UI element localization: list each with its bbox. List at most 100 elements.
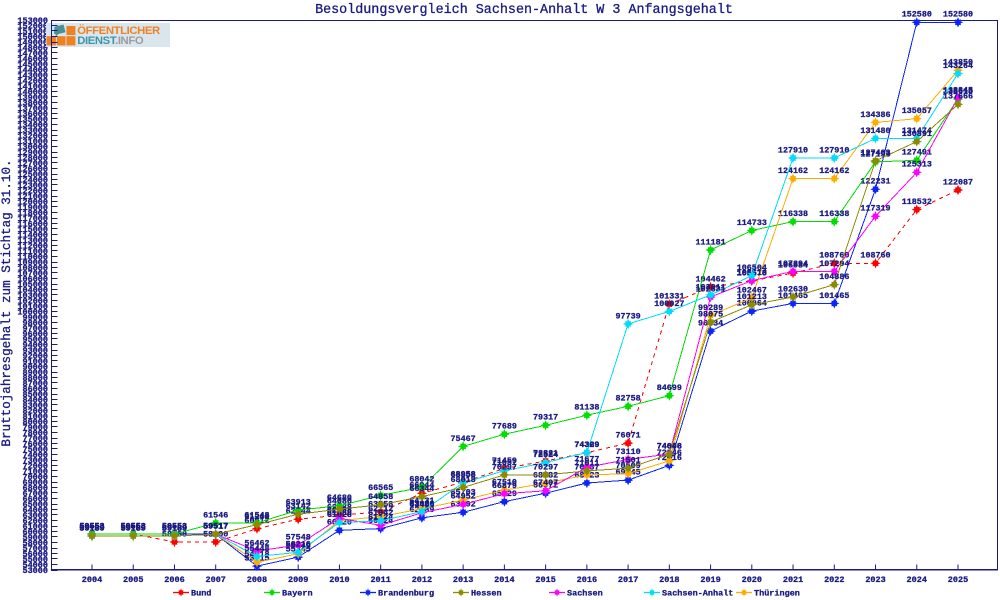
svg-text:116338: 116338: [819, 209, 849, 219]
svg-text:57548: 57548: [286, 532, 311, 542]
svg-text:131474: 131474: [902, 126, 932, 136]
svg-text:111181: 111181: [696, 237, 726, 247]
svg-text:81138: 81138: [574, 403, 599, 413]
svg-text:2012: 2012: [412, 575, 432, 585]
svg-text:111000: 111000: [17, 247, 48, 257]
svg-text:59189: 59189: [79, 523, 104, 533]
svg-text:59553: 59553: [121, 521, 146, 531]
svg-text:118532: 118532: [902, 197, 932, 207]
svg-text:101000: 101000: [17, 302, 48, 312]
svg-text:67407: 67407: [533, 478, 558, 488]
svg-text:2007: 2007: [206, 575, 226, 585]
svg-text:120000: 120000: [17, 198, 48, 208]
svg-text:70297: 70297: [533, 462, 558, 472]
svg-text:118000: 118000: [17, 209, 48, 219]
svg-text:152000: 152000: [17, 22, 48, 32]
svg-text:76000: 76000: [22, 440, 48, 450]
svg-text:122087: 122087: [943, 177, 973, 187]
svg-text:151000: 151000: [17, 27, 48, 37]
svg-text:97739: 97739: [616, 311, 641, 321]
svg-text:127910: 127910: [778, 145, 808, 155]
svg-text:2019: 2019: [700, 575, 720, 585]
svg-text:60000: 60000: [22, 528, 48, 538]
svg-text:106504: 106504: [737, 263, 767, 273]
svg-text:64680: 64680: [327, 493, 352, 503]
svg-text:98000: 98000: [22, 319, 48, 329]
svg-text:138845: 138845: [943, 85, 973, 95]
svg-text:116000: 116000: [17, 220, 48, 230]
svg-text:79317: 79317: [533, 413, 558, 423]
svg-text:104462: 104462: [696, 274, 726, 284]
svg-text:96000: 96000: [22, 330, 48, 340]
svg-text:108000: 108000: [17, 264, 48, 274]
svg-text:2006: 2006: [164, 575, 184, 585]
svg-text:72524: 72524: [533, 450, 558, 460]
svg-text:56000: 56000: [22, 550, 48, 560]
svg-text:59000: 59000: [22, 533, 48, 543]
svg-text:104886: 104886: [819, 272, 849, 282]
svg-text:86000: 86000: [22, 385, 48, 395]
svg-text:2023: 2023: [865, 575, 885, 585]
svg-text:2014: 2014: [494, 575, 514, 585]
svg-text:127193: 127193: [860, 149, 890, 159]
svg-text:108760: 108760: [819, 251, 849, 261]
svg-text:Hessen: Hessen: [471, 589, 502, 599]
svg-text:134000: 134000: [17, 121, 48, 131]
svg-text:70000: 70000: [22, 473, 48, 483]
svg-text:63406: 63406: [409, 500, 434, 510]
svg-text:84000: 84000: [22, 396, 48, 406]
svg-text:64952: 64952: [451, 492, 476, 502]
svg-text:72000: 72000: [22, 462, 48, 472]
svg-text:72821: 72821: [533, 448, 558, 458]
svg-text:56216: 56216: [286, 540, 311, 550]
svg-text:71459: 71459: [492, 456, 517, 466]
svg-text:88000: 88000: [22, 374, 48, 384]
svg-text:58000: 58000: [22, 539, 48, 549]
svg-text:130891: 130891: [902, 129, 932, 139]
svg-text:68858: 68858: [451, 470, 476, 480]
svg-text:127403: 127403: [860, 148, 890, 158]
svg-text:95000: 95000: [22, 335, 48, 345]
svg-text:59517: 59517: [203, 522, 228, 532]
svg-text:139000: 139000: [17, 93, 48, 103]
svg-text:56462: 56462: [244, 538, 269, 548]
svg-text:126000: 126000: [17, 165, 48, 175]
svg-text:62000: 62000: [22, 517, 48, 527]
svg-text:55000: 55000: [22, 555, 48, 565]
svg-text:131000: 131000: [17, 137, 48, 147]
svg-text:101465: 101465: [819, 291, 849, 301]
svg-text:59553: 59553: [162, 521, 187, 531]
svg-text:152580: 152580: [902, 10, 932, 20]
svg-text:64080: 64080: [327, 497, 352, 507]
svg-text:124162: 124162: [778, 166, 808, 176]
svg-text:2017: 2017: [618, 575, 638, 585]
svg-text:137000: 137000: [17, 104, 48, 114]
svg-text:110000: 110000: [17, 253, 48, 263]
svg-text:147000: 147000: [17, 49, 48, 59]
svg-text:135057: 135057: [902, 106, 932, 116]
svg-text:107294: 107294: [819, 259, 849, 269]
svg-text:71677: 71677: [574, 455, 599, 465]
svg-text:137666: 137666: [943, 92, 973, 102]
svg-text:125000: 125000: [17, 170, 48, 180]
svg-text:150000: 150000: [17, 33, 48, 43]
svg-text:59189: 59189: [162, 523, 187, 533]
svg-text:66879: 66879: [492, 481, 517, 491]
svg-text:2009: 2009: [288, 575, 308, 585]
svg-text:127491: 127491: [902, 148, 932, 158]
svg-text:131480: 131480: [860, 126, 890, 136]
svg-text:94000: 94000: [22, 341, 48, 351]
svg-text:102630: 102630: [778, 284, 808, 294]
svg-text:127910: 127910: [819, 145, 849, 155]
svg-text:2004: 2004: [82, 575, 102, 585]
svg-text:77689: 77689: [492, 422, 517, 432]
svg-text:ÖFFENTLICHER: ÖFFENTLICHER: [77, 24, 160, 37]
svg-text:53000: 53000: [22, 566, 48, 576]
svg-text:2008: 2008: [247, 575, 267, 585]
svg-text:119000: 119000: [17, 203, 48, 213]
svg-text:59553: 59553: [79, 521, 104, 531]
svg-text:114733: 114733: [737, 218, 767, 228]
svg-text:92000: 92000: [22, 352, 48, 362]
svg-text:66344: 66344: [409, 484, 434, 494]
svg-text:101213: 101213: [737, 292, 767, 302]
